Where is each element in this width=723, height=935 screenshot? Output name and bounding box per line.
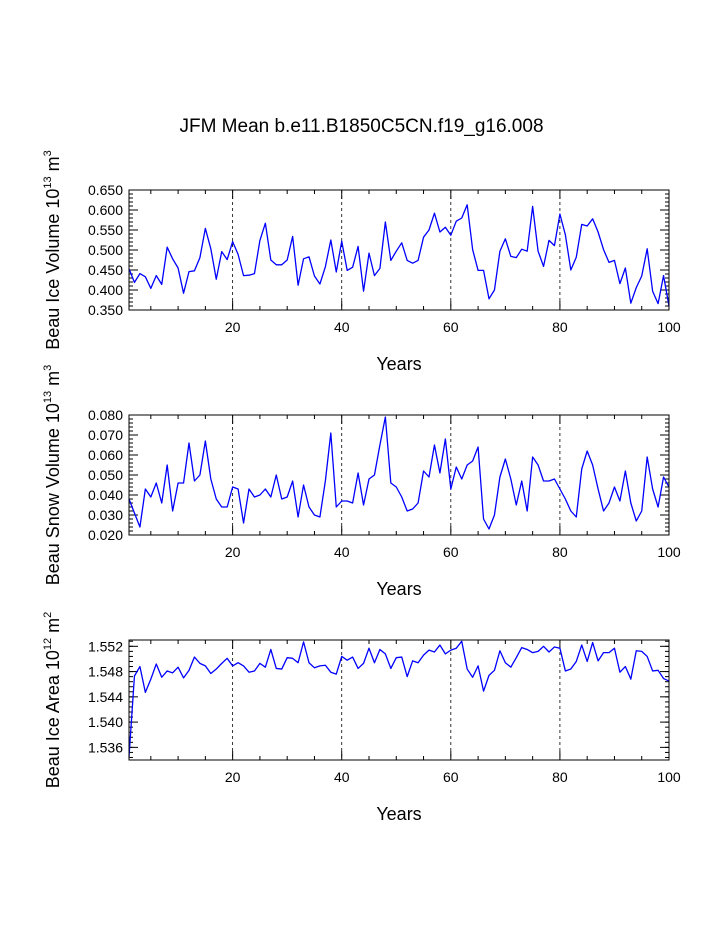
- snow-volume-y-tick-label: 0.060: [88, 447, 123, 463]
- snow-volume-y-label-exponent: 3: [42, 365, 54, 371]
- ice-volume-y-tick-label: 0.550: [88, 222, 123, 238]
- ice-volume-y-tick-label: 0.350: [88, 302, 123, 318]
- snow-volume-y-tick-label: 0.050: [88, 467, 123, 483]
- ice-area-y-tick-label: 1.536: [88, 739, 123, 755]
- snow-volume-y-label-text: m: [43, 371, 63, 391]
- snow-volume-y-tick-label: 0.040: [88, 487, 123, 503]
- ice-volume-y-label-exponent: 3: [42, 150, 54, 156]
- snow-volume-panel: 20 40 60 80 100 0.020 0.030 0.040 0.050 0.060 0.07…: [42, 365, 681, 599]
- snow-volume-x-tick-label: 40: [334, 544, 350, 560]
- ice-area-panel: 20 40 60 80 100 1.536 1.540 1.544 1.548 1.552 Year…: [42, 612, 681, 824]
- ice-volume-x-tick-label: 100: [657, 319, 681, 335]
- ice-area-y-label-text: m: [43, 618, 63, 638]
- snow-volume-x-tick-label: 80: [552, 544, 568, 560]
- ice-volume-y-tick-label: 0.450: [88, 262, 123, 278]
- ice-volume-x-axis-label: Years: [376, 354, 421, 374]
- ice-volume-y-tick-label: 0.650: [88, 182, 123, 198]
- ice-volume-x-tick-label: 80: [552, 319, 568, 335]
- snow-volume-x-tick-label: 100: [657, 544, 681, 560]
- ice-area-y-tick-label: 1.552: [88, 638, 123, 654]
- ice-area-y-label-exponent: 12: [42, 638, 54, 650]
- ice-area-x-axis-label: Years: [376, 804, 421, 824]
- ice-area-x-tick-label: 60: [443, 769, 459, 785]
- snow-volume-y-tick-label: 0.070: [88, 427, 123, 443]
- ice-area-y-tick-label: 1.544: [88, 689, 123, 705]
- ice-volume-x-tick-label: 40: [334, 319, 350, 335]
- ice-volume-x-tick-label: 20: [225, 319, 241, 335]
- ice-volume-y-tick-label: 0.400: [88, 282, 123, 298]
- ice-area-frame: [128, 639, 670, 761]
- snow-volume-y-axis-label: Beau Snow Volume 1013 m3: [42, 365, 63, 586]
- snow-volume-y-label-text: Beau Snow Volume 10: [43, 403, 63, 585]
- snow-volume-x-tick-label: 60: [443, 544, 459, 560]
- snow-volume-y-tick-label: 0.080: [88, 407, 123, 423]
- ice-area-y-label-exponent: 2: [42, 612, 54, 618]
- ice-volume-y-label-text: m: [43, 156, 63, 176]
- ice-volume-y-label-text: Beau Ice Volume 10: [43, 189, 63, 350]
- snow-volume-y-label-exponent: 13: [42, 391, 54, 403]
- ice-area-y-axis-label: Beau Ice Area 1012 m2: [42, 612, 63, 788]
- ice-area-x-tick-label: 40: [334, 769, 350, 785]
- ice-volume-panel: 20 40 60 80 100 0.350 0.400 0.450 0.500 0.550 0.60…: [42, 150, 681, 374]
- ice-area-x-tick-label: 80: [552, 769, 568, 785]
- snow-volume-y-tick-label: 0.020: [88, 527, 123, 543]
- chart-title: JFM Mean b.e11.B1850C5CN.f19_g16.008: [179, 116, 543, 137]
- ice-area-series-line: [128, 640, 670, 757]
- snow-volume-series-line: [128, 416, 670, 530]
- ice-volume-y-axis-label: Beau Ice Volume 1013 m3: [42, 150, 63, 350]
- ice-area-y-tick-label: 1.548: [88, 664, 123, 680]
- snow-volume-y-tick-label: 0.030: [88, 507, 123, 523]
- ice-volume-frame: [128, 189, 670, 311]
- ice-volume-x-tick-label: 60: [443, 319, 459, 335]
- snow-volume-x-tick-label: 20: [225, 544, 241, 560]
- snow-volume-x-axis-label: Years: [376, 579, 421, 599]
- ice-volume-y-tick-label: 0.600: [88, 202, 123, 218]
- ice-area-y-label-text: Beau Ice Area 10: [43, 650, 63, 788]
- ice-area-x-tick-label: 100: [657, 769, 681, 785]
- ice-volume-y-label-exponent: 13: [42, 176, 54, 188]
- ice-area-x-tick-label: 20: [225, 769, 241, 785]
- ice-volume-y-tick-label: 0.500: [88, 242, 123, 258]
- ice-area-y-tick-label: 1.540: [88, 714, 123, 730]
- ice-volume-series-line: [128, 204, 670, 307]
- snow-volume-frame: [128, 414, 670, 536]
